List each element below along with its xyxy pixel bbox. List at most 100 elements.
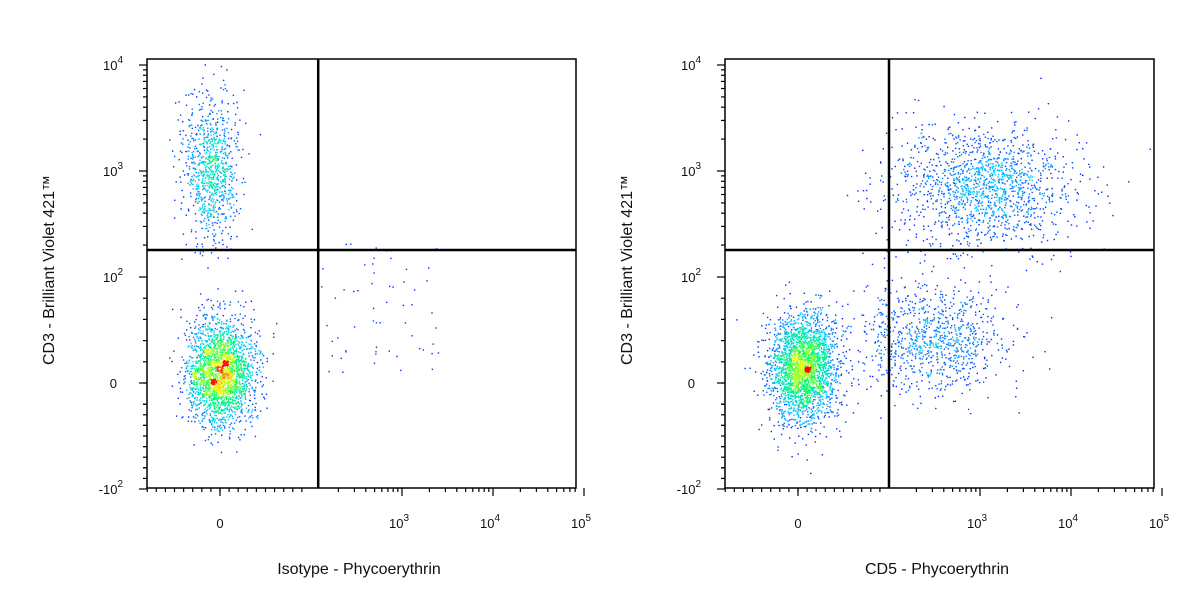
event-dot — [193, 161, 195, 163]
event-dot — [210, 365, 212, 367]
event-dot — [232, 359, 234, 361]
event-dot — [213, 137, 215, 140]
event-dot — [243, 368, 245, 370]
event-dot — [195, 351, 198, 353]
event-dot — [190, 157, 192, 159]
event-dot — [208, 160, 210, 162]
event-dot — [194, 180, 196, 182]
event-dot — [832, 351, 834, 353]
event-dot — [248, 153, 250, 155]
event-dot — [776, 339, 778, 341]
event-dot — [817, 360, 820, 362]
event-dot — [810, 411, 813, 414]
event-dot — [245, 301, 247, 303]
event-dot — [204, 361, 206, 364]
event-dot — [210, 341, 213, 343]
event-dot — [200, 391, 202, 393]
event-dot — [242, 389, 244, 391]
event-dot — [244, 392, 246, 395]
event-dot — [214, 387, 217, 389]
event-dot — [779, 338, 781, 340]
event-dot — [808, 323, 811, 325]
event-dot — [199, 143, 201, 146]
event-dot — [793, 326, 795, 329]
event-dot — [204, 363, 207, 365]
event-dot — [228, 198, 230, 200]
event-dot — [227, 154, 229, 157]
event-dot — [216, 135, 218, 137]
event-dot — [222, 385, 224, 388]
event-dot — [794, 347, 797, 349]
event-dot — [239, 411, 242, 413]
event-dot — [808, 423, 811, 425]
event-dot — [804, 314, 806, 316]
event-dot — [239, 387, 241, 389]
event-dot — [206, 182, 208, 184]
event-dot — [813, 351, 815, 353]
event-dot — [200, 207, 202, 210]
event-dot — [815, 366, 817, 368]
event-dot — [206, 143, 209, 145]
event-dot — [231, 392, 233, 394]
event-dot — [788, 398, 790, 400]
event-dot — [198, 378, 201, 381]
event-dot — [791, 362, 793, 365]
event-dot — [216, 400, 219, 402]
event-dot — [783, 376, 786, 379]
event-dot — [236, 395, 238, 397]
event-dot — [210, 356, 213, 358]
event-dot — [187, 346, 190, 348]
event-dot — [200, 198, 202, 200]
event-dot — [202, 352, 204, 354]
event-dot — [233, 380, 235, 382]
event-dot — [252, 417, 254, 419]
event-dot — [792, 346, 794, 349]
event-dot — [201, 426, 203, 428]
event-dot — [242, 317, 244, 320]
event-dot — [236, 140, 239, 143]
event-dot — [238, 360, 240, 362]
event-dot — [221, 378, 223, 380]
event-dot — [798, 337, 801, 339]
event-dot — [233, 140, 236, 142]
event-dot — [214, 235, 216, 237]
event-dot — [213, 410, 215, 413]
event-dot — [794, 395, 796, 398]
event-dot — [778, 375, 780, 377]
event-dot — [230, 381, 232, 384]
event-dot — [822, 329, 825, 331]
event-dot — [819, 377, 822, 380]
event-dot — [188, 335, 190, 338]
event-dot — [813, 336, 816, 338]
event-dot — [245, 361, 248, 363]
event-dot — [209, 322, 211, 325]
event-dot — [207, 380, 209, 382]
event-dot — [236, 373, 238, 376]
event-dot — [196, 386, 198, 388]
event-dot — [194, 378, 196, 380]
event-dot — [213, 382, 216, 384]
event-dot — [200, 125, 202, 127]
event-dot — [209, 386, 211, 388]
event-dot — [799, 326, 801, 329]
event-dot — [782, 340, 785, 343]
event-dot — [828, 362, 830, 364]
event-dot — [197, 184, 200, 186]
event-dot — [806, 389, 808, 391]
event-dot — [245, 383, 248, 385]
event-dot — [331, 340, 333, 343]
event-dot — [766, 377, 768, 379]
event-dot — [237, 343, 239, 345]
event-dot — [800, 426, 802, 429]
event-dot — [225, 226, 227, 229]
event-dot — [244, 181, 246, 183]
event-dot — [221, 162, 223, 164]
event-dot — [223, 361, 225, 363]
event-dot — [213, 142, 216, 144]
event-dot — [243, 383, 245, 385]
event-dot — [781, 350, 783, 353]
event-dot — [216, 389, 219, 392]
event-dot — [218, 344, 220, 347]
event-dot — [197, 377, 200, 380]
event-dot — [194, 145, 196, 148]
